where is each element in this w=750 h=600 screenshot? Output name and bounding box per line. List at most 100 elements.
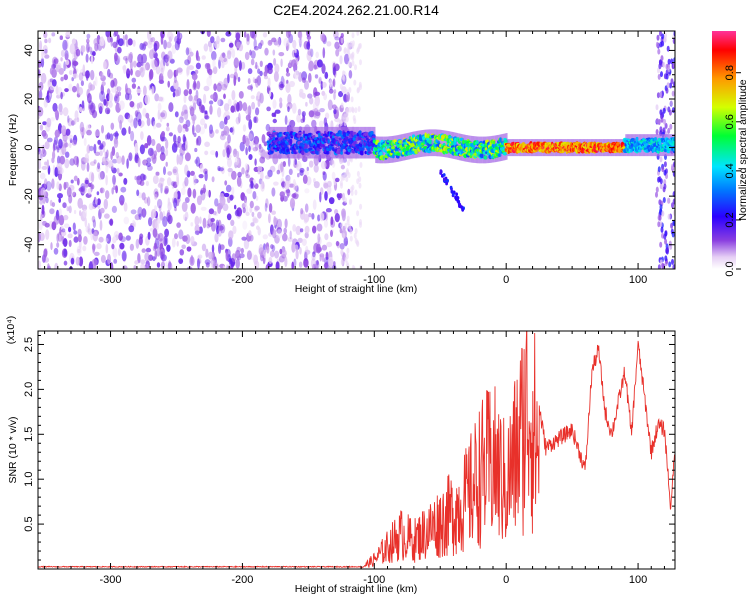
heatmap-cell bbox=[246, 188, 253, 194]
heatmap-cell bbox=[78, 187, 84, 192]
heatmap-cell bbox=[130, 130, 135, 142]
heatmap-cell bbox=[237, 76, 241, 83]
heatmap-cell bbox=[666, 82, 670, 89]
heatmap-cell bbox=[80, 160, 86, 171]
heatmap-cell bbox=[504, 133, 506, 161]
heatmap-cell bbox=[312, 251, 316, 258]
heatmap-cell bbox=[94, 129, 101, 137]
heatmap-cell bbox=[235, 258, 240, 269]
colorbar-axes: 0.0 0.2 0.4 0.6 0.8 bbox=[724, 65, 741, 277]
heatmap-cell bbox=[340, 126, 343, 159]
heatmap-cell bbox=[197, 55, 201, 62]
heatmap-cell bbox=[249, 49, 252, 56]
heatmap-cell bbox=[663, 73, 667, 80]
heatmap-cell bbox=[342, 232, 346, 239]
heatmap-cell bbox=[93, 251, 100, 256]
heatmap-cell bbox=[160, 251, 164, 261]
heatmap-cell bbox=[257, 211, 262, 219]
heatmap-cell bbox=[319, 191, 322, 203]
heatmap-cell bbox=[129, 243, 134, 251]
heatmap-cell bbox=[244, 199, 248, 207]
heatmap-cell bbox=[298, 37, 303, 44]
heatmap-cell bbox=[316, 243, 321, 254]
heatmap-cell bbox=[293, 258, 297, 267]
heatmap-cell bbox=[206, 31, 211, 37]
heatmap-cell bbox=[67, 115, 70, 123]
heatmap-cell bbox=[304, 203, 309, 213]
heatmap-cell bbox=[666, 45, 670, 52]
heatmap-cell bbox=[671, 107, 675, 114]
heatmap-cell bbox=[107, 68, 111, 78]
x-tick-label: 0 bbox=[503, 574, 509, 586]
heatmap-cell bbox=[49, 85, 56, 91]
heatmap-cell bbox=[320, 32, 325, 42]
heatmap-cell bbox=[192, 188, 197, 199]
heatmap-cell bbox=[233, 75, 237, 87]
heatmap-cell bbox=[655, 104, 659, 111]
heatmap-cell bbox=[670, 222, 674, 229]
heatmap-cell bbox=[132, 39, 136, 47]
heatmap-cell bbox=[68, 239, 72, 248]
heatmap-cell bbox=[212, 66, 218, 75]
heatmap-cell bbox=[269, 250, 275, 258]
heatmap-cell bbox=[171, 142, 178, 153]
heatmap-cell bbox=[181, 244, 186, 250]
heatmap-cell bbox=[661, 166, 665, 173]
heatmap-cell bbox=[208, 189, 211, 198]
heatmap-cell bbox=[40, 149, 47, 158]
heatmap-cell bbox=[154, 193, 158, 200]
heatmap-cell bbox=[214, 40, 220, 49]
heatmap-cell bbox=[126, 158, 129, 169]
heatmap-cell bbox=[172, 168, 177, 174]
heatmap-cell bbox=[656, 92, 660, 99]
heatmap-cell bbox=[323, 182, 329, 189]
heatmap-cell bbox=[200, 105, 206, 114]
heatmap-cell bbox=[71, 139, 77, 146]
heatmap-cell bbox=[232, 225, 237, 235]
heatmap-cell bbox=[248, 145, 251, 152]
heatmap-cell bbox=[224, 116, 228, 125]
heatmap-cell bbox=[293, 70, 299, 80]
heatmap-cell bbox=[289, 80, 295, 88]
heatmap-cell bbox=[216, 82, 222, 92]
heatmap-cell bbox=[183, 109, 188, 114]
heatmap-cell bbox=[440, 129, 443, 157]
heatmap-cell bbox=[141, 192, 146, 201]
heatmap-cell bbox=[308, 60, 314, 72]
heatmap-cell bbox=[249, 31, 256, 39]
heatmap-cell bbox=[157, 198, 163, 209]
heatmap-cell bbox=[143, 197, 149, 204]
heatmap-cell bbox=[233, 103, 237, 113]
heatmap-cell bbox=[276, 227, 283, 234]
heatmap-cell bbox=[44, 161, 48, 166]
heatmap-cell bbox=[196, 80, 201, 90]
heatmap-cell bbox=[142, 174, 147, 181]
heatmap-cell bbox=[300, 208, 304, 215]
colorbar-tick-label: 0.2 bbox=[724, 212, 736, 227]
heatmap-cell bbox=[331, 159, 334, 165]
heatmap-cell bbox=[343, 120, 347, 127]
heatmap-cell bbox=[137, 253, 141, 264]
heatmap-cell bbox=[91, 172, 95, 183]
heatmap-cell bbox=[48, 92, 52, 101]
heatmap-cell bbox=[357, 43, 361, 50]
heatmap-cell bbox=[295, 249, 299, 260]
heatmap-cell bbox=[303, 258, 309, 268]
heatmap-cell bbox=[250, 180, 254, 189]
heatmap-cell bbox=[47, 263, 50, 269]
heatmap-cell bbox=[211, 176, 215, 183]
heatmap-cell bbox=[72, 191, 77, 198]
heatmap-cell bbox=[157, 102, 162, 112]
heatmap-cell bbox=[350, 96, 354, 103]
heatmap-cell bbox=[173, 75, 177, 84]
heatmap-cell bbox=[233, 57, 239, 69]
heatmap-cell bbox=[227, 171, 231, 177]
heatmap-cell bbox=[176, 154, 180, 165]
heatmap-cell bbox=[217, 204, 222, 214]
heatmap-cell bbox=[299, 88, 304, 94]
heatmap-cell bbox=[100, 75, 106, 82]
heatmap-cell bbox=[303, 213, 310, 223]
heatmap-cell bbox=[239, 253, 245, 259]
heatmap-cell bbox=[160, 112, 166, 118]
heatmap-cell bbox=[116, 167, 120, 175]
